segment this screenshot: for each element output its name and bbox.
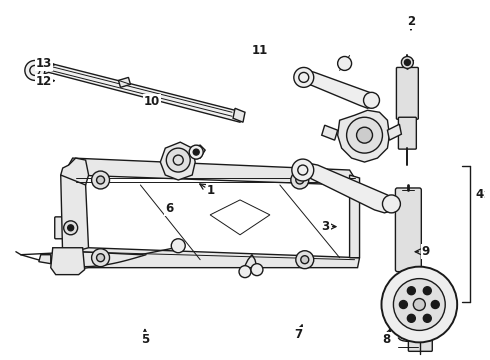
- Polygon shape: [61, 158, 89, 188]
- Circle shape: [383, 195, 400, 213]
- Polygon shape: [298, 163, 397, 213]
- Circle shape: [97, 254, 104, 262]
- Circle shape: [166, 148, 190, 172]
- Circle shape: [346, 117, 383, 153]
- Polygon shape: [322, 125, 338, 140]
- Text: 4: 4: [475, 188, 484, 201]
- Circle shape: [423, 287, 431, 295]
- FancyBboxPatch shape: [396, 67, 418, 119]
- Circle shape: [407, 314, 416, 322]
- Circle shape: [338, 57, 352, 71]
- Circle shape: [92, 249, 110, 267]
- FancyBboxPatch shape: [395, 188, 421, 272]
- Circle shape: [251, 264, 263, 276]
- Text: 7: 7: [294, 328, 303, 341]
- Circle shape: [291, 171, 309, 189]
- Circle shape: [292, 159, 314, 181]
- Text: 9: 9: [421, 245, 430, 258]
- Circle shape: [25, 60, 45, 80]
- Circle shape: [296, 251, 314, 269]
- Circle shape: [189, 145, 203, 159]
- Polygon shape: [160, 142, 195, 180]
- Text: 1: 1: [207, 184, 215, 197]
- Text: 5: 5: [141, 333, 149, 346]
- Polygon shape: [69, 158, 355, 185]
- Polygon shape: [388, 124, 401, 140]
- Circle shape: [382, 267, 457, 342]
- Circle shape: [193, 149, 199, 155]
- FancyBboxPatch shape: [408, 332, 432, 351]
- Text: 6: 6: [165, 202, 173, 215]
- Circle shape: [296, 176, 304, 184]
- Circle shape: [401, 57, 414, 68]
- Polygon shape: [338, 110, 390, 162]
- Polygon shape: [210, 200, 270, 235]
- Text: 12: 12: [36, 75, 52, 88]
- Circle shape: [399, 301, 407, 309]
- Circle shape: [172, 239, 185, 253]
- Circle shape: [404, 59, 410, 66]
- Circle shape: [393, 279, 445, 330]
- Circle shape: [68, 225, 74, 231]
- Polygon shape: [51, 248, 85, 275]
- Circle shape: [301, 256, 309, 264]
- Polygon shape: [119, 77, 130, 87]
- Polygon shape: [39, 255, 51, 264]
- Circle shape: [414, 298, 425, 310]
- Polygon shape: [61, 248, 360, 272]
- FancyBboxPatch shape: [55, 217, 87, 239]
- Circle shape: [92, 171, 110, 189]
- Text: 3: 3: [321, 220, 330, 233]
- Circle shape: [431, 301, 439, 309]
- Text: 2: 2: [407, 15, 415, 28]
- Circle shape: [97, 176, 104, 184]
- Polygon shape: [233, 108, 245, 122]
- FancyBboxPatch shape: [398, 117, 416, 149]
- Circle shape: [364, 92, 379, 108]
- Circle shape: [357, 127, 372, 143]
- Polygon shape: [33, 63, 242, 122]
- Circle shape: [423, 314, 431, 322]
- Polygon shape: [349, 175, 360, 258]
- Text: 10: 10: [144, 95, 160, 108]
- Polygon shape: [300, 71, 377, 108]
- Circle shape: [239, 266, 251, 278]
- Text: 11: 11: [251, 44, 268, 57]
- Polygon shape: [61, 175, 89, 258]
- Polygon shape: [188, 145, 205, 160]
- Text: 8: 8: [382, 333, 391, 346]
- Circle shape: [64, 221, 77, 235]
- Circle shape: [407, 287, 416, 295]
- Circle shape: [294, 67, 314, 87]
- Text: 13: 13: [36, 57, 52, 70]
